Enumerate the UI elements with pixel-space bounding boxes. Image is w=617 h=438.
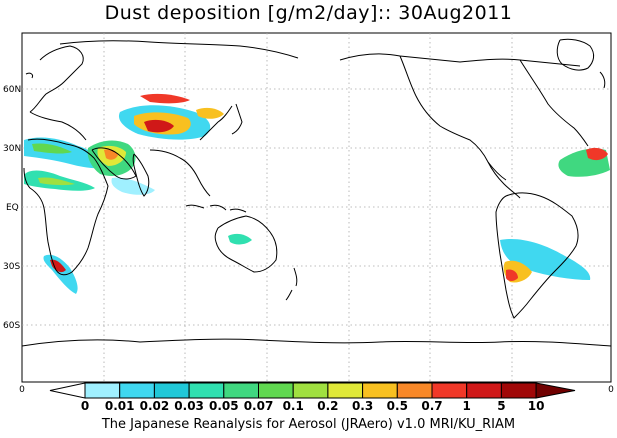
colorbar-tick-label: 5 (497, 399, 505, 413)
colorbar-tick-label: 1 (463, 399, 471, 413)
dust-field-south-america (500, 238, 591, 280)
colorbar-tick-label: 0.7 (421, 399, 442, 413)
colorbar-over-triangle (535, 382, 576, 399)
colorbar-segment (362, 382, 398, 399)
colorbar-segment (153, 382, 190, 399)
colorbar-left-end-label: 0 (19, 385, 25, 395)
dust-field-mongolia (196, 107, 224, 119)
lat-label-30n: 30N (3, 144, 21, 154)
lat-label-eq: EQ (6, 203, 19, 213)
colorbar-tick-label: 0.2 (317, 399, 338, 413)
colorbar-tick-label: 0.01 (105, 399, 135, 413)
colorbar-under-triangle (49, 382, 86, 399)
colorbar-segment (466, 382, 502, 399)
colorbar-segment (84, 382, 121, 399)
colorbar-tick-label: 0.5 (387, 399, 408, 413)
colorbar-segment (292, 382, 329, 399)
colorbar-tick-label: 0.05 (209, 399, 239, 413)
dust-field-arabian-sea (111, 177, 155, 195)
latitude-labels: 60N 30N EQ 30S 60S (3, 85, 21, 331)
dust-field-south-africa-core (50, 259, 66, 273)
colorbar: 0 0.01 0.02 0.03 0.05 0.07 0.1 0.2 0.3 0.5 0.7 1 5 10 (49, 382, 576, 413)
colorbar-right-end-label: 0 (608, 385, 614, 395)
lat-label-30s: 30S (3, 262, 20, 272)
colorbar-tick-label: 0.03 (174, 399, 204, 413)
dust-field-central-asia-core (144, 119, 174, 133)
colorbar-tick-label: 10 (528, 399, 545, 413)
map-title: Dust deposition [g/m2/day]:: 30Aug2011 (104, 2, 513, 24)
colorbar-tick-label: 0 (81, 399, 89, 413)
footer-credit: The Japanese Reanalysis for Aerosol (JRA… (101, 417, 516, 432)
colorbar-segment (327, 382, 364, 399)
colorbar-segment (396, 382, 433, 399)
colorbar-tick-label: 0.02 (140, 399, 170, 413)
map-frame (21, 32, 612, 383)
dust-field-northern-band (140, 93, 190, 104)
colorbar-segment (500, 382, 537, 399)
dust-field-australia (228, 233, 252, 245)
colorbar-segment (258, 382, 294, 399)
colorbar-tick-label: 0.07 (244, 399, 274, 413)
dust-field-caribbean-core (586, 147, 608, 161)
colorbar-tick-label: 0.1 (283, 399, 304, 413)
lat-label-60n: 60N (3, 85, 21, 95)
dust-field-atlantic-inner (38, 177, 75, 186)
colorbar-tick-label: 0.3 (352, 399, 373, 413)
coastlines (21, 38, 612, 347)
colorbar-segment (223, 382, 260, 399)
dust-field-south-america-core (506, 269, 518, 281)
colorbar-segment (431, 382, 468, 399)
colorbar-segment (119, 382, 155, 399)
dust-field-sahara-inner (32, 143, 72, 154)
colorbar-segment (188, 382, 225, 399)
lat-label-60s: 60S (3, 321, 20, 331)
